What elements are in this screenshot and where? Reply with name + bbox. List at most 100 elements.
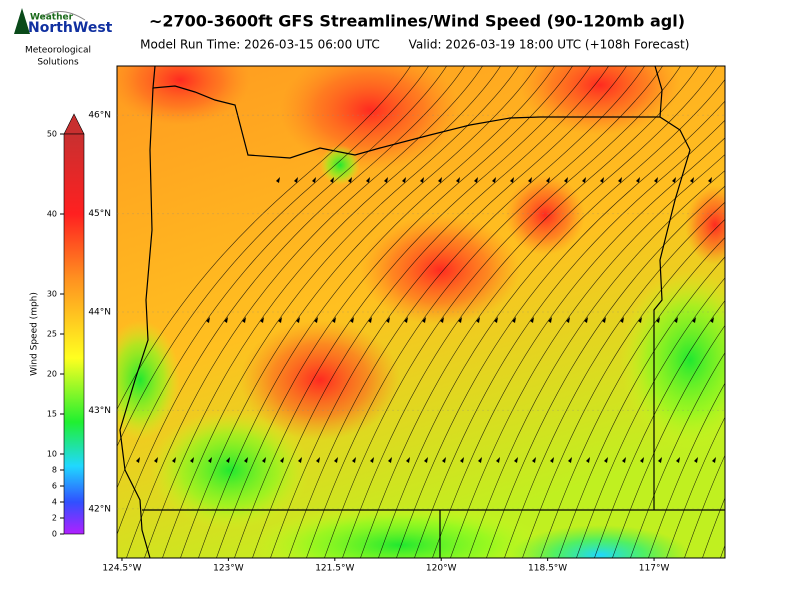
coastline bbox=[119, 87, 154, 558]
stream-arrow bbox=[582, 177, 586, 183]
stream-arrow bbox=[386, 317, 390, 323]
streamline bbox=[162, 66, 519, 558]
stream-arrow bbox=[548, 317, 552, 323]
stream-arrow bbox=[710, 317, 714, 323]
logo-swoosh bbox=[39, 11, 86, 21]
streamline bbox=[216, 66, 573, 558]
stream-arrow bbox=[262, 457, 266, 463]
colorbar-tick-label: 10 bbox=[47, 450, 57, 459]
streamlines bbox=[117, 0, 800, 600]
stream-arrow bbox=[692, 317, 696, 323]
stream-arrow bbox=[276, 177, 280, 183]
streamline bbox=[594, 300, 725, 558]
field-min bbox=[320, 145, 360, 185]
streamline bbox=[306, 66, 663, 558]
stream-arrow bbox=[708, 177, 712, 183]
stream-arrow bbox=[672, 177, 676, 183]
stream-arrow bbox=[744, 177, 748, 183]
stream-arrow bbox=[330, 177, 334, 183]
streamline bbox=[126, 66, 483, 558]
streamline bbox=[796, 0, 800, 600]
stream-arrow bbox=[478, 457, 482, 463]
streamline bbox=[180, 66, 537, 558]
streamline bbox=[144, 66, 501, 558]
stream-arrow bbox=[350, 317, 354, 323]
streamline bbox=[342, 66, 699, 558]
lat-tick-label: 46°N bbox=[88, 111, 111, 121]
streamline bbox=[450, 154, 725, 558]
stream-arrow bbox=[528, 177, 532, 183]
stream-arrow bbox=[294, 177, 298, 183]
streamline bbox=[117, 66, 465, 536]
borders bbox=[119, 66, 725, 558]
stream-arrow bbox=[780, 177, 784, 183]
stream-arrow bbox=[242, 317, 246, 323]
stream-arrow bbox=[546, 177, 550, 183]
colorbar-body bbox=[63, 133, 85, 535]
streamline bbox=[117, 66, 429, 448]
stream-arrow bbox=[622, 457, 626, 463]
streamline bbox=[414, 119, 725, 558]
logo-tree bbox=[14, 8, 30, 34]
streamline bbox=[630, 352, 725, 558]
stream-arrow bbox=[438, 177, 442, 183]
streamline bbox=[724, 0, 800, 600]
stream-arrow bbox=[494, 317, 498, 323]
stream-arrow bbox=[712, 457, 716, 463]
streamline bbox=[522, 218, 725, 558]
stream-arrow bbox=[566, 317, 570, 323]
stream-arrow bbox=[748, 457, 752, 463]
colorbar-tick-label: 4 bbox=[52, 498, 57, 507]
field-min bbox=[510, 525, 690, 558]
stream-arrow bbox=[638, 317, 642, 323]
stream-arrow bbox=[244, 457, 248, 463]
stream-arrow bbox=[568, 457, 572, 463]
streamline bbox=[468, 170, 725, 558]
stream-arrow bbox=[564, 177, 568, 183]
border-north bbox=[152, 66, 663, 159]
streamline bbox=[576, 277, 725, 558]
colorbar-extend bbox=[63, 113, 85, 135]
logo-sub: Solutions bbox=[37, 58, 79, 68]
logo: Weather NorthWest Meteorological Solutio… bbox=[14, 8, 113, 68]
stream-arrow bbox=[726, 177, 730, 183]
stream-arrow bbox=[586, 457, 590, 463]
stream-arrow bbox=[496, 457, 500, 463]
stream-arrow bbox=[208, 457, 212, 463]
field-min bbox=[150, 410, 310, 530]
stream-arrow bbox=[420, 177, 424, 183]
colorbar-tick-label: 30 bbox=[47, 290, 57, 299]
field-max bbox=[505, 175, 585, 255]
stream-arrow bbox=[654, 177, 658, 183]
stream-arrow bbox=[458, 317, 462, 323]
streamline bbox=[432, 137, 725, 558]
logo-top: Weather bbox=[30, 13, 74, 23]
field-min bbox=[117, 320, 180, 440]
stream-arrow bbox=[762, 177, 766, 183]
stream-arrow bbox=[370, 457, 374, 463]
stream-arrow bbox=[620, 317, 624, 323]
stream-arrow bbox=[366, 177, 370, 183]
stream-arrow bbox=[694, 457, 698, 463]
lon-tick-label: 120°W bbox=[426, 564, 457, 574]
streamline bbox=[324, 66, 681, 558]
stream-arrow bbox=[298, 457, 302, 463]
stream-arrow bbox=[280, 457, 284, 463]
logo-sub: Meteorological bbox=[25, 46, 91, 56]
stream-arrow bbox=[442, 457, 446, 463]
lon-tick-label: 117°W bbox=[639, 564, 670, 574]
streamline bbox=[666, 416, 725, 558]
title: ~2700-3600ft GFS Streamlines/Wind Speed … bbox=[149, 12, 685, 31]
stream-arrow bbox=[532, 457, 536, 463]
streamline bbox=[558, 256, 725, 558]
stream-arrow bbox=[368, 317, 372, 323]
lon-tick-label: 118.5°W bbox=[528, 564, 567, 574]
model-run: Model Run Time: 2026-03-15 06:00 UTC bbox=[140, 38, 380, 52]
field-max bbox=[360, 215, 520, 325]
stream-arrow bbox=[456, 177, 460, 183]
stream-arrow bbox=[510, 177, 514, 183]
stream-arrow bbox=[640, 457, 644, 463]
streamline bbox=[684, 454, 725, 558]
stream-arrow bbox=[514, 457, 518, 463]
